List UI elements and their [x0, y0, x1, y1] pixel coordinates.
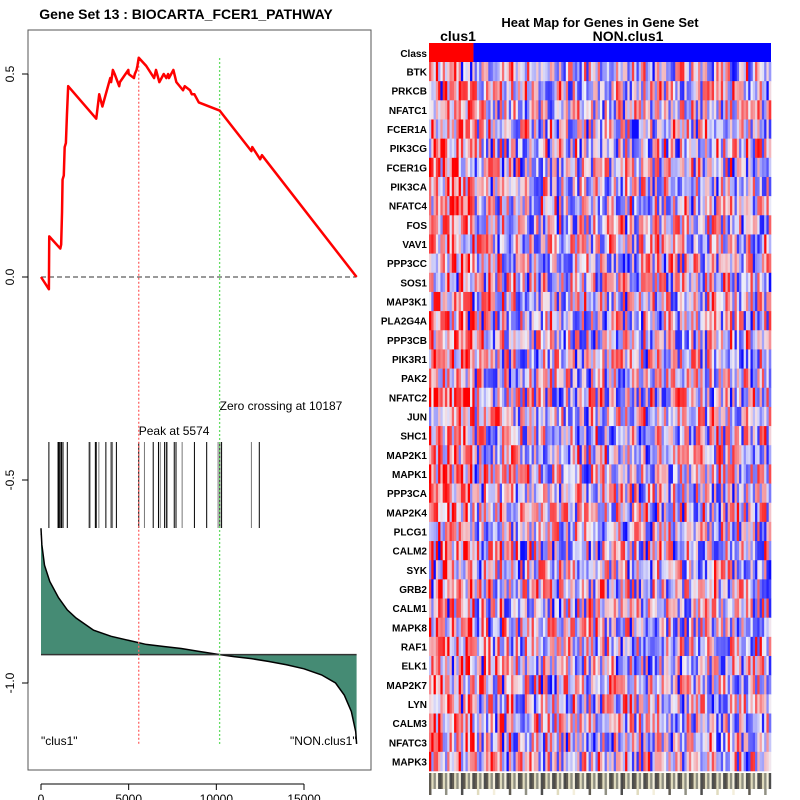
x-tick-label: 10000 [200, 792, 234, 800]
y-tick-label: -0.5 [3, 469, 17, 490]
ranked-metric-area [41, 528, 357, 744]
plot-title: Gene Set 13 : BIOCARTA_FCER1_PATHWAY [39, 6, 333, 22]
gene-hits-rug [48, 442, 260, 528]
y-tick-label: 0.5 [3, 65, 17, 82]
enrichment-score-layer [39, 56, 358, 291]
peak-label: Peak at 5574 [139, 424, 210, 438]
enrichment-score-line [39, 56, 358, 291]
class-left-annotation: "clus1" [41, 734, 78, 748]
y-tick-label: -1.0 [3, 672, 17, 693]
y-tick-label: 0.0 [3, 268, 17, 285]
x-tick-label: 15000 [287, 792, 321, 800]
x-tick-label: 5000 [115, 792, 142, 800]
zero-crossing-label: Zero crossing at 10187 [220, 399, 343, 413]
class-right-annotation: "NON.clus1" [290, 734, 357, 748]
reference-lines [138, 57, 221, 745]
x-tick-label: 0 [38, 792, 45, 800]
ranked-metric-layer [40, 528, 358, 744]
